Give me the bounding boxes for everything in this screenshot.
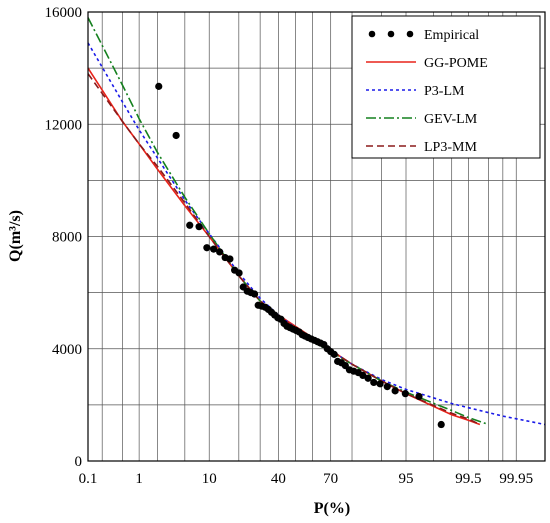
empirical-point bbox=[415, 392, 423, 401]
legend-marker bbox=[368, 30, 376, 38]
x-tick-label: 10 bbox=[202, 471, 217, 487]
x-tick-label: 40 bbox=[271, 471, 286, 487]
y-tick-label: 0 bbox=[75, 454, 83, 470]
x-axis-label: P(%) bbox=[314, 500, 350, 517]
legend-box bbox=[351, 15, 541, 159]
x-tick-label: 99.95 bbox=[499, 471, 533, 487]
empirical-point bbox=[251, 290, 259, 298]
y-tick-label: 8000 bbox=[52, 230, 82, 246]
x-tick-label: 1 bbox=[135, 471, 143, 487]
legend-marker bbox=[387, 30, 395, 38]
empirical-point bbox=[437, 420, 445, 429]
x-tick-labels: 0.1 1 10 40 70 95 99.5 99.95 bbox=[79, 471, 533, 487]
x-tick-label: 0.1 bbox=[79, 471, 98, 487]
legend-label: GEV-LM bbox=[424, 112, 478, 127]
empirical-point bbox=[383, 383, 391, 391]
legend-label: P3-LM bbox=[424, 84, 465, 99]
x-tick-label: 99.5 bbox=[455, 471, 481, 487]
x-tick-label: 70 bbox=[323, 471, 338, 487]
empirical-point bbox=[210, 245, 218, 253]
empirical-point bbox=[235, 269, 243, 277]
empirical-point bbox=[172, 131, 180, 140]
empirical-point bbox=[195, 223, 203, 231]
empirical-points bbox=[155, 82, 445, 429]
y-tick-label: 16000 bbox=[45, 5, 83, 21]
empirical-point bbox=[391, 387, 399, 395]
empirical-point bbox=[370, 378, 378, 387]
empirical-point bbox=[401, 390, 409, 398]
y-tick-label: 4000 bbox=[52, 342, 82, 358]
empirical-point bbox=[226, 255, 234, 263]
empirical-point bbox=[364, 374, 372, 382]
empirical-point bbox=[155, 82, 163, 90]
y-tick-labels: 0 4000 8000 12000 16000 bbox=[45, 5, 83, 470]
y-tick-label: 12000 bbox=[45, 117, 83, 133]
empirical-point bbox=[186, 221, 194, 229]
x-tick-label: 95 bbox=[399, 471, 414, 487]
legend-label: Empirical bbox=[424, 28, 479, 43]
legend-label: LP3-MM bbox=[424, 140, 477, 155]
empirical-point bbox=[203, 244, 211, 252]
legend-label: GG-POME bbox=[424, 56, 488, 71]
plot-frame bbox=[87, 11, 546, 462]
legend: Empirical GG-POME P3-LM GEV-LM LP3-MM bbox=[351, 15, 541, 159]
empirical-point bbox=[330, 350, 338, 358]
legend-marker bbox=[406, 30, 414, 38]
y-axis-label: Q(m³/s) bbox=[7, 210, 24, 262]
empirical-point bbox=[216, 248, 224, 256]
empirical-point bbox=[376, 380, 384, 388]
